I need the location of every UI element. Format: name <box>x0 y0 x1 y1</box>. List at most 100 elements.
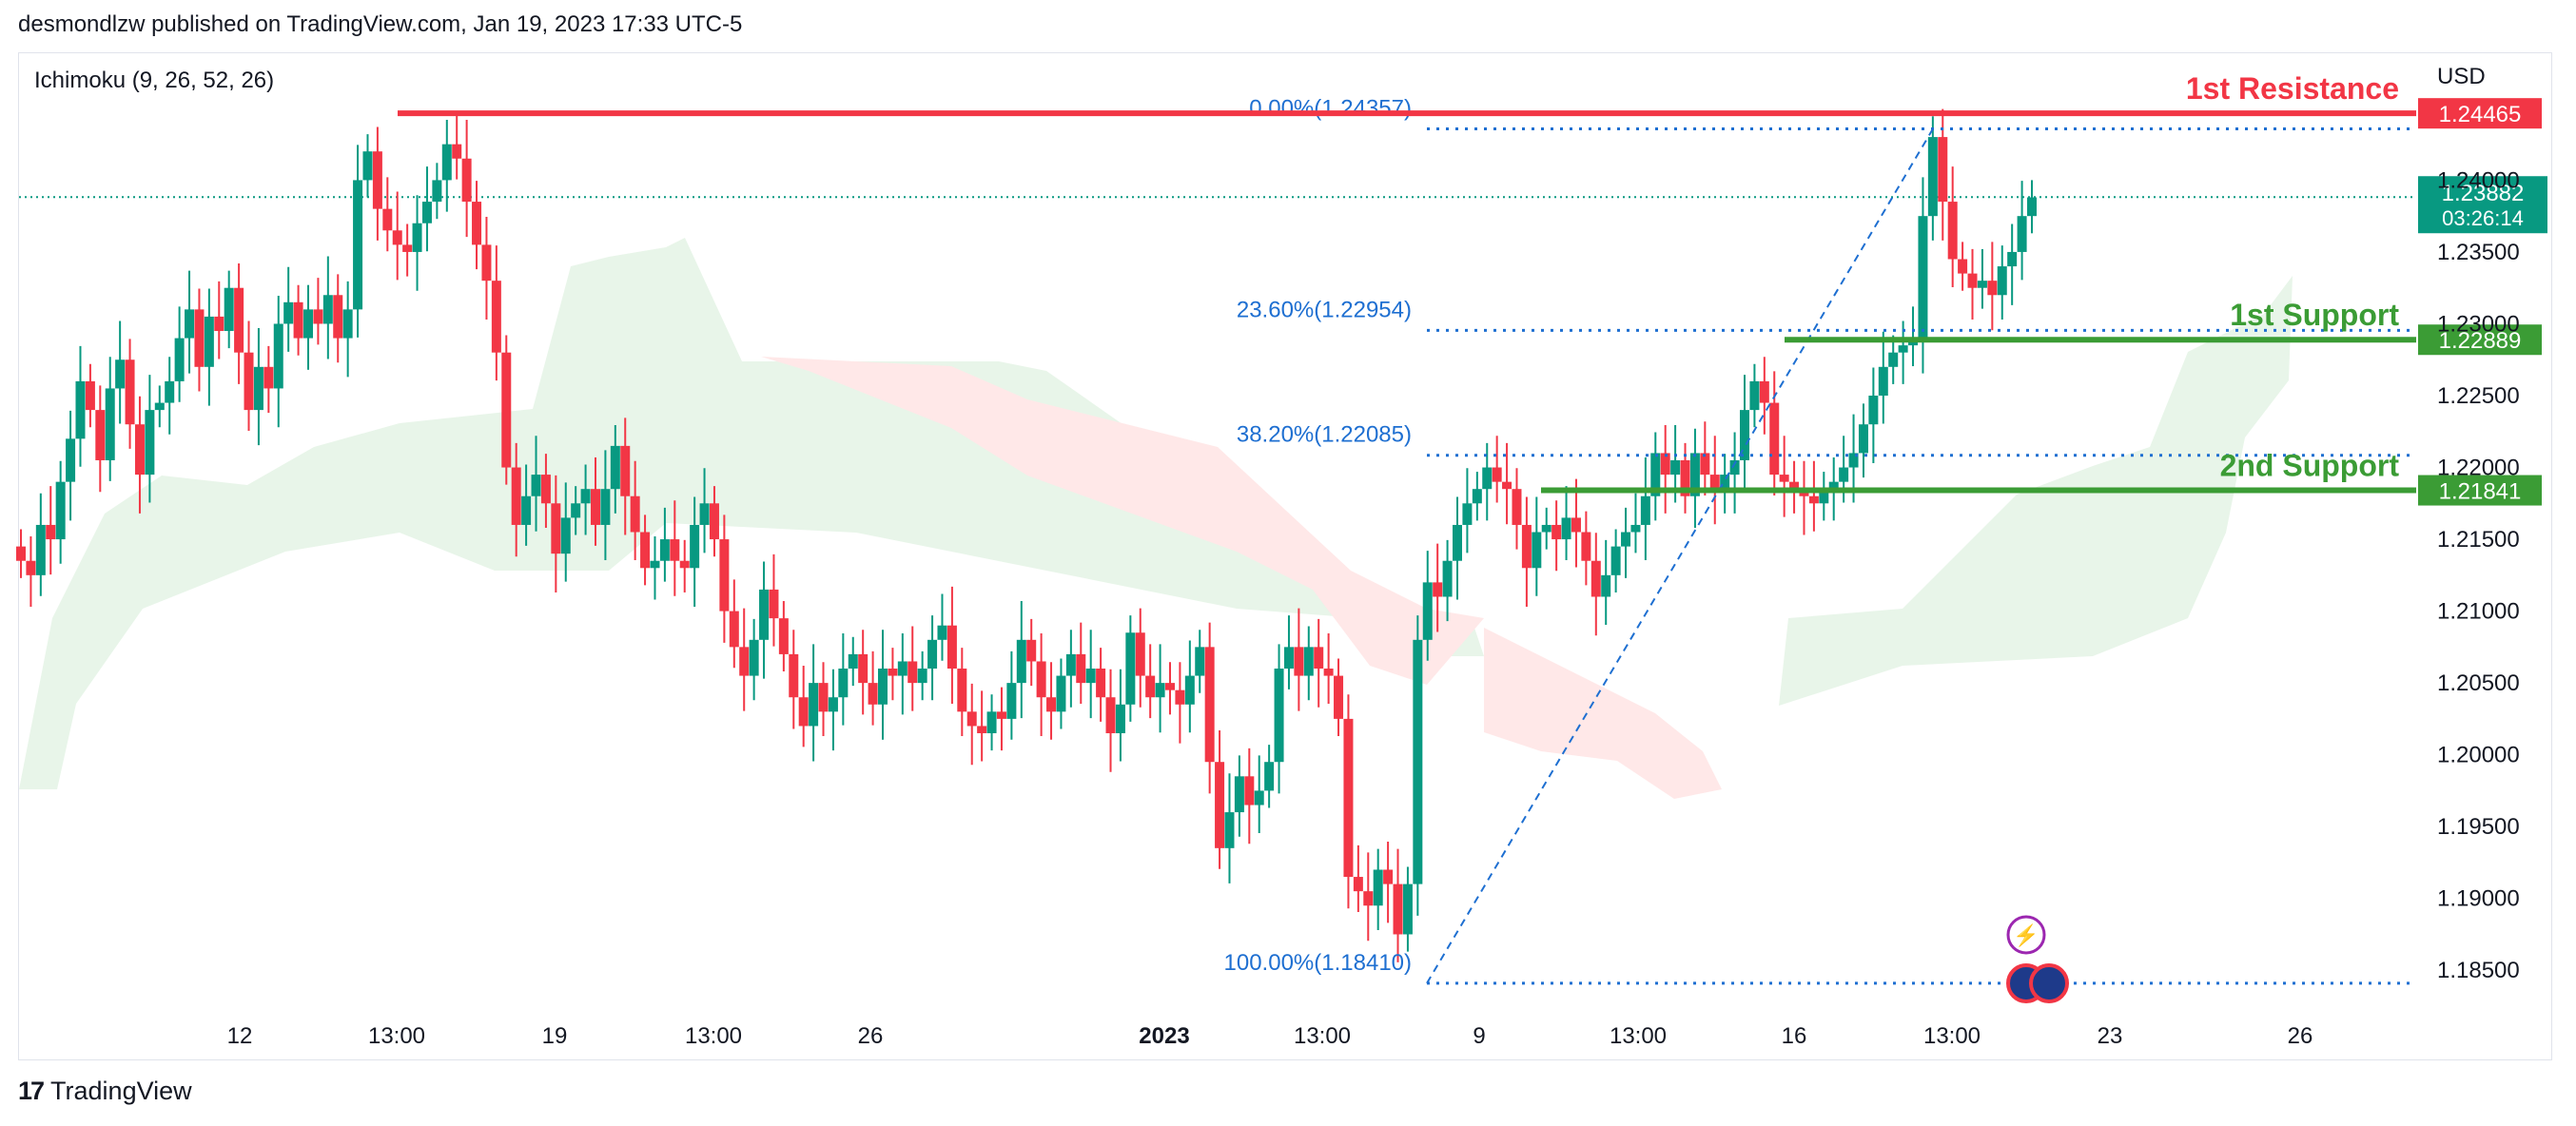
candle-body[interactable] <box>303 309 313 339</box>
candle-body[interactable] <box>1402 883 1413 935</box>
candle-body[interactable] <box>165 380 175 403</box>
candle-body[interactable] <box>1918 216 1928 339</box>
candle-body[interactable] <box>848 653 858 670</box>
candle-body[interactable] <box>461 158 472 203</box>
candle-body[interactable] <box>1858 424 1868 454</box>
candle-body[interactable] <box>571 503 581 518</box>
candle-body[interactable] <box>154 402 165 411</box>
candle-body[interactable] <box>868 683 878 705</box>
candle-body[interactable] <box>1868 396 1879 425</box>
candle-body[interactable] <box>858 653 868 684</box>
candle-body[interactable] <box>1532 532 1542 569</box>
fib-trend-line[interactable] <box>1426 127 1934 984</box>
candle-body[interactable] <box>392 230 402 245</box>
candle-body[interactable] <box>1660 453 1670 476</box>
candle-body[interactable] <box>75 380 86 439</box>
candle-body[interactable] <box>1551 524 1562 540</box>
candle-body[interactable] <box>1353 877 1363 892</box>
candle-body[interactable] <box>1482 467 1493 490</box>
candle-body[interactable] <box>739 647 750 676</box>
candle-body[interactable] <box>679 560 690 569</box>
candle-body[interactable] <box>977 726 987 733</box>
candle-body[interactable] <box>1977 281 1987 288</box>
candle-body[interactable] <box>214 316 224 332</box>
candle-body[interactable] <box>1640 495 1650 525</box>
indicator-label[interactable]: Ichimoku (9, 26, 52, 26) <box>34 68 274 93</box>
footer[interactable]: 17 TradingView <box>18 1077 192 1106</box>
candle-body[interactable] <box>1453 524 1462 561</box>
candle-body[interactable] <box>85 380 95 411</box>
candle-body[interactable] <box>809 683 819 727</box>
candle-body[interactable] <box>353 180 363 310</box>
candle-body[interactable] <box>1303 647 1314 676</box>
candle-body[interactable] <box>521 495 532 525</box>
candle-body[interactable] <box>125 359 135 425</box>
candle-body[interactable] <box>640 532 651 569</box>
candle-body[interactable] <box>1422 582 1433 640</box>
candle-body[interactable] <box>927 639 938 670</box>
candle-body[interactable] <box>897 661 907 676</box>
candle-body[interactable] <box>1215 762 1225 848</box>
candle-body[interactable] <box>1413 639 1423 884</box>
candle-body[interactable] <box>1006 683 1017 719</box>
candle-body[interactable] <box>1521 524 1532 569</box>
candle-body[interactable] <box>2017 216 2027 252</box>
candle-body[interactable] <box>511 467 521 525</box>
candle-body[interactable] <box>1026 639 1037 662</box>
candle-body[interactable] <box>690 524 700 569</box>
candle-body[interactable] <box>551 503 561 554</box>
candle-body[interactable] <box>1621 532 1631 547</box>
candle-body[interactable] <box>1819 489 1829 504</box>
candle-body[interactable] <box>729 611 739 648</box>
candle-body[interactable] <box>1997 266 2007 296</box>
candle-body[interactable] <box>1848 453 1859 468</box>
event-icons[interactable]: ⚡ <box>2006 915 2069 1003</box>
candle-body[interactable] <box>185 309 195 339</box>
candle-body[interactable] <box>1967 273 1978 288</box>
candle-body[interactable] <box>540 475 551 504</box>
candle-body[interactable] <box>174 338 185 381</box>
candle-body[interactable] <box>1502 481 1512 490</box>
candle-body[interactable] <box>1779 475 1789 482</box>
candle-body[interactable] <box>1541 524 1551 533</box>
candle-body[interactable] <box>659 539 670 561</box>
candle-body[interactable] <box>709 503 719 540</box>
candle-body[interactable] <box>1472 489 1482 504</box>
candle-body[interactable] <box>650 560 660 569</box>
candle-body[interactable] <box>491 281 501 353</box>
candle-body[interactable] <box>1264 762 1275 791</box>
candle-body[interactable] <box>134 424 145 476</box>
candle-body[interactable] <box>1175 689 1185 705</box>
candle-body[interactable] <box>798 697 809 727</box>
candle-body[interactable] <box>501 352 512 468</box>
candle-body[interactable] <box>362 151 373 181</box>
candle-body[interactable] <box>1283 647 1294 670</box>
candle-body[interactable] <box>224 287 234 332</box>
candle-body[interactable] <box>986 711 997 733</box>
candle-body[interactable] <box>1512 489 1522 525</box>
candle-body[interactable] <box>907 661 918 684</box>
candle-body[interactable] <box>382 208 393 231</box>
candle-body[interactable] <box>1610 546 1621 575</box>
candle-body[interactable] <box>1729 459 1740 476</box>
candle-body[interactable] <box>1244 776 1255 806</box>
candle-body[interactable] <box>719 539 730 612</box>
candle-body[interactable] <box>1036 661 1046 698</box>
candle-body[interactable] <box>917 669 927 684</box>
candle-body[interactable] <box>441 144 452 181</box>
candle-body[interactable] <box>769 589 779 619</box>
candle-body[interactable] <box>1938 137 1948 203</box>
candle-body[interactable] <box>1650 453 1661 496</box>
candle-body[interactable] <box>1145 675 1156 698</box>
candle-body[interactable] <box>1125 632 1136 705</box>
candle-body[interactable] <box>66 438 76 482</box>
candle-body[interactable] <box>26 560 36 575</box>
candle-body[interactable] <box>1096 669 1106 698</box>
candle-body[interactable] <box>1076 653 1086 684</box>
candle-body[interactable] <box>342 309 353 339</box>
candle-body[interactable] <box>1442 560 1453 597</box>
candle-body[interactable] <box>55 481 66 540</box>
candle-body[interactable] <box>1749 380 1760 411</box>
candle-body[interactable] <box>421 202 432 223</box>
